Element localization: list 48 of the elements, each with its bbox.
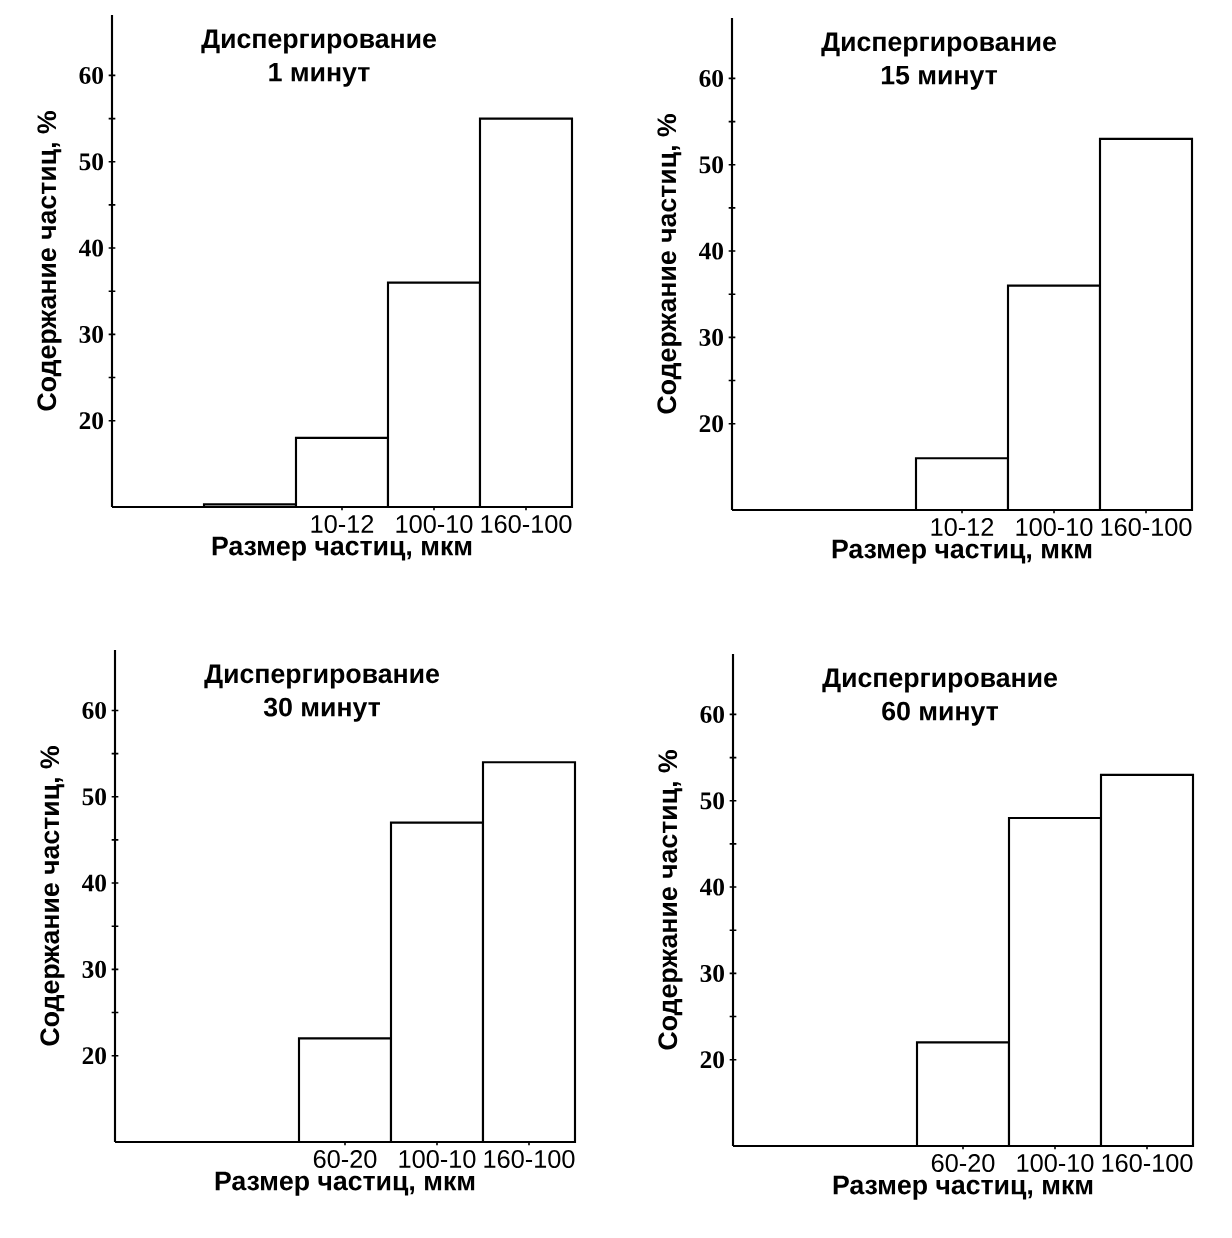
y-tick-label: 50 — [699, 156, 723, 174]
y-tick-label: 30 — [699, 328, 723, 346]
x-tick-label: 160-100 — [1101, 518, 1192, 536]
x-tick-label: 100-10 — [1017, 1154, 1094, 1172]
x-tick-label: 160-100 — [1102, 1154, 1193, 1172]
y-tick-label: 20 — [82, 1047, 106, 1065]
x-tick-label: 100-10 — [396, 515, 473, 533]
y-axis-title: Содержание частиц, % — [37, 111, 62, 411]
y-tick-label: 20 — [700, 1051, 724, 1069]
x-axis-title: Размер частиц, мкм — [212, 536, 472, 561]
y-tick-label: 60 — [79, 66, 103, 84]
y-tick-label: 60 — [699, 69, 723, 87]
text: 15 минут — [881, 65, 998, 90]
x-tick-label: 100-10 — [1016, 518, 1093, 536]
x-axis-title: Размер частиц, мкм — [215, 1171, 475, 1196]
x-axis-title: Размер частиц, мкм — [832, 539, 1092, 564]
chart-title: Диспергирование — [201, 29, 436, 54]
y-tick-label: 40 — [78, 239, 103, 257]
y-tick-label: 40 — [699, 878, 724, 896]
x-tick-label: 160-100 — [481, 515, 572, 533]
x-tick-label: 10-12 — [311, 515, 374, 533]
chart-title: Диспергирование — [822, 668, 1057, 693]
y-tick-label: 40 — [81, 874, 106, 892]
y-tick-label: 30 — [700, 964, 724, 982]
text: 30 минут — [263, 697, 381, 722]
y-tick-label: 30 — [79, 325, 103, 343]
y-tick-label: 50 — [700, 792, 724, 810]
y-tick-label: 50 — [82, 788, 106, 806]
y-axis-title: Содержание частиц, % — [40, 746, 65, 1046]
y-axis-title: Содержание частиц, % — [657, 114, 682, 414]
text: 1 минут — [269, 62, 370, 87]
x-tick-label: 10-12 — [931, 518, 994, 536]
text: 60 минут — [882, 701, 999, 726]
chart-title: Диспергирование — [821, 32, 1056, 57]
x-tick-label: 60-20 — [931, 1154, 995, 1172]
x-tick-label: 100-10 — [399, 1150, 476, 1168]
y-tick-label: 30 — [82, 960, 106, 978]
y-tick-label: 60 — [700, 705, 724, 723]
y-tick-label: 20 — [699, 415, 723, 433]
chart-title: Диспергирование — [204, 664, 439, 689]
y-tick-label: 20 — [79, 412, 103, 430]
y-tick-label: 60 — [82, 701, 106, 719]
x-tick-label: 60-20 — [313, 1150, 377, 1168]
y-axis-title: Содержание частиц, % — [658, 750, 683, 1050]
y-tick-label: 40 — [698, 242, 723, 260]
x-axis-title: Размер частиц, мкм — [833, 1175, 1093, 1200]
y-tick-label: 50 — [79, 153, 103, 171]
x-tick-label: 160-100 — [484, 1150, 575, 1168]
